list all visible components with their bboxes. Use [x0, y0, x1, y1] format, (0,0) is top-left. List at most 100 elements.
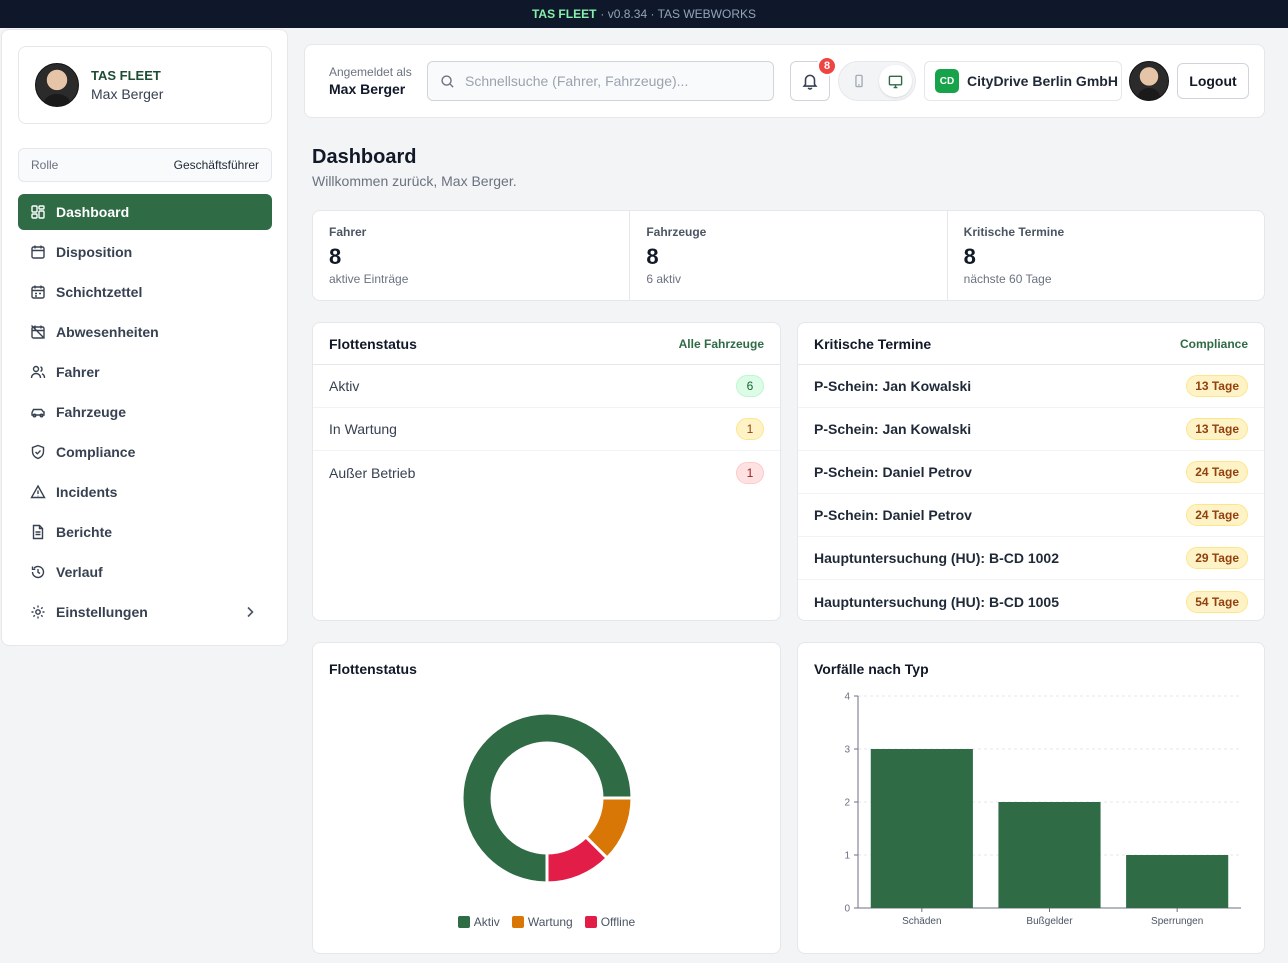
sidebar-item-disposition[interactable]: Disposition — [18, 234, 272, 270]
chart-legend: Aktiv Wartung Offline — [313, 915, 780, 929]
version-brand: TAS FLEET — [531, 7, 597, 21]
list-item[interactable]: Aktiv 6 — [313, 365, 780, 408]
stat-sub: nächste 60 Tage — [963, 272, 1052, 286]
sidebar-item-label: Verlauf — [56, 564, 103, 580]
shield-icon — [31, 444, 45, 460]
stat-value: 8 — [963, 244, 976, 269]
sidebar-item-verlauf[interactable]: Verlauf — [18, 554, 272, 590]
incidents-chart-card: Vorfälle nach Typ 0 1 2 3 4 Schäden Bußgelder S… — [797, 642, 1265, 954]
legend-item-wartung[interactable]: Wartung — [511, 915, 573, 929]
status-badge: 1 — [736, 418, 764, 440]
view-toggle — [838, 61, 916, 101]
profile-card[interactable]: TAS FLEET Max Berger — [18, 46, 272, 124]
list-item[interactable]: Hauptuntersuchung (HU): B-CD 1005 54 Tag… — [798, 580, 1264, 620]
role-value: Geschäftsführer — [173, 158, 259, 172]
x-tick-label: Schäden — [902, 916, 941, 927]
list-item[interactable]: P-Schein: Daniel Petrov 24 Tage — [798, 494, 1264, 537]
deadline-label: Hauptuntersuchung (HU): B-CD 1002 — [814, 550, 1060, 566]
notification-badge: 8 — [817, 56, 837, 76]
legend-item-aktiv[interactable]: Aktiv — [457, 915, 500, 929]
fleet-status-chart-card: Flottenstatus Aktiv Wartung Offline — [312, 642, 781, 954]
sidebar-item-label: Disposition — [56, 244, 133, 260]
avatar[interactable] — [1129, 61, 1169, 101]
x-tick-label: Sperrungen — [1151, 916, 1203, 927]
all-vehicles-link[interactable]: Alle Fahrzeuge — [678, 336, 764, 351]
logged-in-label: Angemeldet als — [329, 65, 412, 79]
company-selector[interactable]: CD CityDrive Berlin GmbH — [924, 61, 1122, 101]
dashboard-icon — [31, 205, 45, 219]
phone-icon — [854, 74, 863, 88]
list-item[interactable]: In Wartung 1 — [313, 408, 780, 451]
y-tick-label: 0 — [844, 904, 850, 915]
list-item[interactable]: Außer Betrieb 1 — [313, 451, 780, 494]
stats-bar: Fahrer 8 aktive Einträge Fahrzeuge 8 6 a… — [312, 210, 1265, 301]
sidebar-item-berichte[interactable]: Berichte — [18, 514, 272, 550]
sidebar-item-fahrer[interactable]: Fahrer — [18, 354, 272, 390]
sidebar-item-label: Dashboard — [56, 204, 130, 220]
sidebar-item-einstellungen[interactable]: Einstellungen — [18, 594, 272, 630]
chart-title: Vorfälle nach Typ — [814, 661, 929, 677]
bar-chart: 0 1 2 3 4 Schäden Bußgelder Sperrungen — [844, 692, 1241, 927]
stat-fahrzeuge: Fahrzeuge 8 6 aktiv — [630, 211, 948, 300]
calendar-off-icon — [31, 325, 45, 339]
stat-label: Kritische Termine — [963, 225, 1065, 239]
list-item[interactable]: P-Schein: Jan Kowalski 13 Tage — [798, 365, 1264, 408]
search-box[interactable] — [427, 61, 774, 101]
y-tick-label: 2 — [844, 798, 850, 809]
role-box: Rolle Geschäftsführer — [18, 148, 272, 182]
page-title: Dashboard — [312, 146, 417, 168]
status-badge: 6 — [736, 375, 764, 397]
mobile-view-button[interactable] — [842, 65, 875, 97]
search-input[interactable] — [465, 73, 755, 89]
sidebar-item-compliance[interactable]: Compliance — [18, 434, 272, 470]
monitor-icon — [888, 75, 903, 88]
stat-value: 8 — [329, 244, 342, 269]
gear-icon — [31, 605, 45, 619]
sidebar-item-fahrzeuge[interactable]: Fahrzeuge — [18, 394, 272, 430]
donut-slice-aktiv[interactable] — [460, 711, 634, 885]
notifications-button[interactable]: 8 — [790, 56, 837, 101]
sidebar-item-label: Fahrer — [56, 364, 100, 380]
legend-label: Aktiv — [473, 915, 500, 929]
bar-2[interactable] — [1126, 855, 1229, 908]
sidebar: TAS FLEET Max Berger Rolle Geschäftsführ… — [1, 29, 288, 646]
sidebar-item-label: Berichte — [56, 524, 113, 540]
donut-slice-offline[interactable] — [545, 834, 610, 885]
bar-1[interactable] — [998, 802, 1101, 908]
stat-value: 8 — [646, 244, 659, 269]
legend-swatch — [457, 916, 470, 928]
stat-fahrer: Fahrer 8 aktive Einträge — [313, 211, 631, 300]
sidebar-item-incidents[interactable]: Incidents — [18, 474, 272, 510]
file-icon — [32, 524, 44, 540]
stat-kritische-termine: Kritische Termine 8 nächste 60 Tage — [948, 211, 1264, 300]
list-item[interactable]: Hauptuntersuchung (HU): B-CD 1002 29 Tag… — [798, 537, 1264, 580]
status-badge: 1 — [736, 461, 764, 484]
sidebar-item-label: Einstellungen — [56, 604, 148, 620]
stat-sub: 6 aktiv — [646, 272, 682, 286]
desktop-view-button[interactable] — [879, 65, 912, 97]
bar-0[interactable] — [870, 749, 973, 908]
days-badge: 54 Tage — [1186, 590, 1248, 613]
card-header: Flottenstatus Alle Fahrzeuge — [313, 323, 780, 365]
logged-in-user: Angemeldet als Max Berger — [329, 65, 412, 97]
users-icon — [30, 365, 46, 379]
deadline-label: P-Schein: Jan Kowalski — [814, 421, 972, 437]
sidebar-item-schichtzettel[interactable]: Schichtzettel — [18, 274, 272, 310]
deadline-label: P-Schein: Daniel Petrov — [814, 507, 972, 523]
list-item[interactable]: P-Schein: Daniel Petrov 24 Tage — [798, 451, 1264, 494]
sidebar-item-label: Fahrzeuge — [56, 404, 127, 420]
days-badge: 13 Tage — [1186, 375, 1248, 397]
days-badge: 13 Tage — [1186, 418, 1248, 440]
status-label: Außer Betrieb — [329, 464, 416, 481]
compliance-link[interactable]: Compliance — [1179, 336, 1248, 351]
logout-button[interactable]: Logout — [1177, 63, 1249, 99]
sidebar-item-dashboard[interactable]: Dashboard — [18, 194, 272, 230]
role-label: Rolle — [31, 158, 59, 172]
y-tick-label: 4 — [844, 692, 850, 703]
sidebar-item-abwesenheiten[interactable]: Abwesenheiten — [18, 314, 272, 350]
history-icon — [31, 565, 45, 579]
legend-item-offline[interactable]: Offline — [584, 915, 635, 929]
list-item[interactable]: P-Schein: Jan Kowalski 13 Tage — [798, 408, 1264, 451]
card-header: Kritische Termine Compliance — [798, 323, 1264, 365]
x-tick-label: Bußgelder — [1026, 916, 1073, 927]
